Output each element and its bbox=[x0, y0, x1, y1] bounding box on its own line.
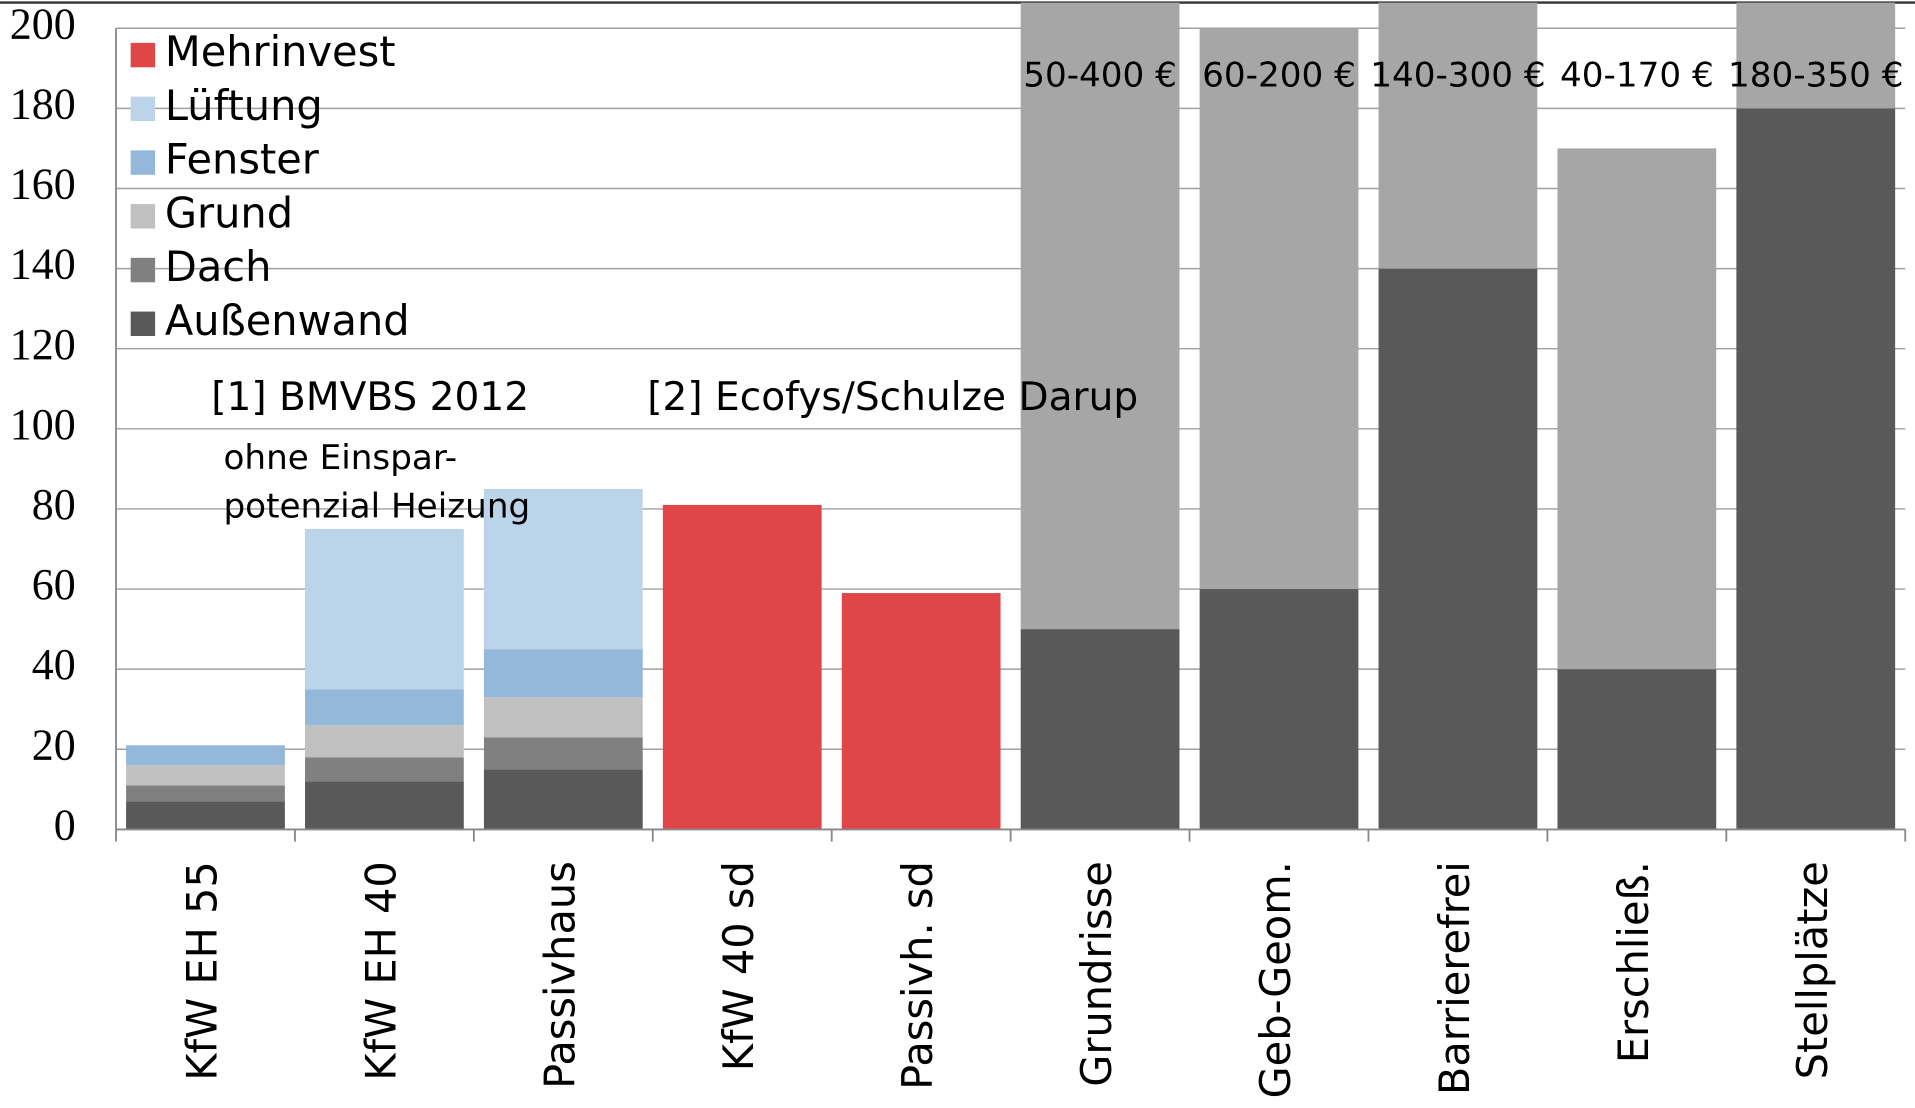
bar-segment bbox=[305, 725, 464, 758]
x-tick-label: Barrierefrei bbox=[1430, 861, 1479, 1095]
x-tick-label: Grundrisse bbox=[1072, 861, 1121, 1087]
bar-segment bbox=[1736, 2, 1896, 109]
x-tick-label: Geb-Geom. bbox=[1251, 861, 1300, 1098]
bar-segment bbox=[483, 488, 643, 650]
legend-swatch bbox=[130, 311, 156, 336]
bar-segment bbox=[1557, 148, 1717, 670]
y-tick-label: 120 bbox=[10, 320, 76, 369]
bar-segment bbox=[305, 689, 464, 726]
bar-segment bbox=[1020, 2, 1180, 630]
bar-segment bbox=[483, 649, 643, 698]
x-tick-label: KfW 40 sd bbox=[714, 861, 763, 1071]
bar-segment bbox=[841, 593, 1001, 830]
x-tick-label: KfW EH 40 bbox=[356, 861, 405, 1081]
legend-swatch bbox=[130, 96, 156, 122]
y-tick-label: 160 bbox=[10, 160, 76, 209]
y-tick-label: 80 bbox=[32, 480, 76, 529]
bar-segment bbox=[1199, 28, 1359, 590]
bar-segment bbox=[483, 769, 643, 830]
legend-label: Dach bbox=[165, 242, 272, 291]
legend-label: Fenster bbox=[165, 135, 320, 184]
range-label: 40-170 € bbox=[1560, 56, 1714, 96]
range-label: 60-200 € bbox=[1202, 56, 1356, 96]
x-tick-label: Stellplätze bbox=[1788, 861, 1837, 1079]
bar-segment bbox=[1020, 629, 1180, 830]
annotation: [2] Ecofys/Schulze Darup bbox=[647, 375, 1138, 420]
legend-swatch bbox=[130, 150, 156, 175]
annotation: potenzial Heizung bbox=[223, 487, 530, 527]
legend-swatch bbox=[130, 257, 156, 283]
bar-segment bbox=[126, 801, 285, 830]
bar-segment bbox=[1736, 108, 1896, 830]
bar-segment bbox=[483, 697, 643, 738]
legend-label: Außenwand bbox=[165, 296, 410, 345]
y-tick-label: 100 bbox=[10, 400, 76, 449]
bar-segment bbox=[1378, 2, 1538, 269]
bar-segment bbox=[305, 757, 464, 782]
legend-swatch bbox=[130, 204, 156, 229]
legend-label: Grund bbox=[165, 188, 293, 237]
bar-segment bbox=[1557, 669, 1717, 830]
y-tick-label: 40 bbox=[32, 640, 76, 689]
bars bbox=[126, 2, 1896, 830]
labels: 0 20 40 60 80 100 120 140 160 180 200 KfW EH 55 KfW … bbox=[10, 0, 1907, 1098]
y-tick-label: 20 bbox=[32, 720, 76, 769]
bar-segment bbox=[305, 528, 464, 690]
bar-segment bbox=[1199, 589, 1359, 830]
range-label: 180-350 € bbox=[1728, 56, 1903, 96]
y-tick-label: 200 bbox=[10, 0, 76, 48]
y-tick-label: 60 bbox=[32, 560, 76, 609]
bar-segment bbox=[662, 504, 822, 830]
bar-segment bbox=[483, 737, 643, 770]
x-tick-label: Erschließ. bbox=[1609, 861, 1658, 1063]
range-label: 140-300 € bbox=[1370, 56, 1545, 96]
bar-segment bbox=[1378, 268, 1538, 830]
range-label: 50-400 € bbox=[1023, 56, 1177, 96]
y-tick-label: 180 bbox=[10, 79, 76, 128]
bar-segment bbox=[126, 745, 285, 766]
bar-segment bbox=[126, 785, 285, 802]
legend-swatch bbox=[130, 42, 156, 68]
x-tick-label: Passivhaus bbox=[535, 861, 584, 1089]
legend-label: Lüftung bbox=[165, 81, 323, 130]
legend-label: Mehrinvest bbox=[165, 27, 396, 76]
annotation: [1] BMVBS 2012 bbox=[211, 375, 529, 420]
x-tick-label: Passivh. sd bbox=[893, 861, 942, 1090]
bar-segment bbox=[126, 765, 285, 786]
annotation: ohne Einspar- bbox=[223, 438, 457, 478]
y-tick-label: 0 bbox=[54, 800, 76, 849]
y-tick-label: 140 bbox=[10, 240, 76, 289]
x-tick-label: KfW EH 55 bbox=[177, 861, 226, 1081]
bar-segment bbox=[305, 781, 464, 830]
